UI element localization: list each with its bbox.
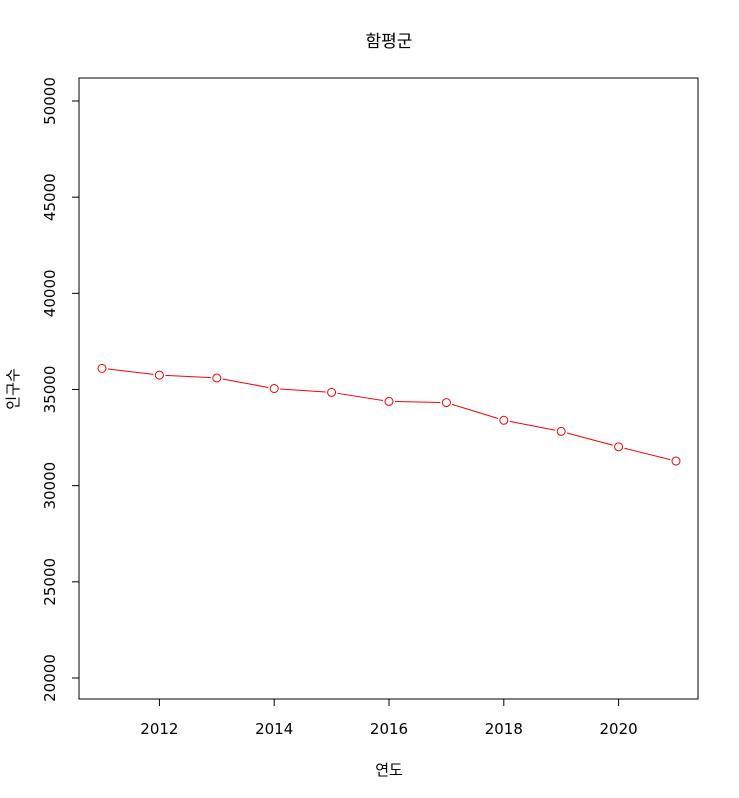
x-tick-label: 2014 [255,720,293,738]
data-point [384,396,394,406]
x-tick-label: 2020 [600,720,638,738]
series-segment [337,392,384,401]
data-point [97,363,107,373]
series-segment [566,432,613,446]
x-tick-label: 2018 [485,720,523,738]
y-tick-label: 50000 [41,77,59,125]
series-segment [107,368,154,375]
series-layer [97,363,681,466]
plot-frame [78,77,699,700]
data-point [327,387,337,397]
data-point [556,426,566,436]
series-segment [394,401,441,403]
y-tick-label: 20000 [41,654,59,702]
series-segment [165,374,211,379]
y-tick-label: 40000 [41,269,59,317]
series-segment [222,378,269,388]
data-point [441,398,451,408]
y-axis: 20000 25000 30000 35000 40000 45000 50000 [41,77,80,702]
series-segment [509,420,556,431]
data-point [154,370,164,380]
y-axis-label: 인구수 [4,368,22,409]
y-tick-label: 25000 [41,558,59,606]
y-tick-label: 45000 [41,173,59,221]
x-tick-label: 2016 [370,720,408,738]
x-axis-label: 연도 [375,761,403,779]
y-tick-label: 35000 [41,366,59,414]
series-segment [280,388,326,393]
series-segment [451,403,499,419]
data-point [499,415,509,425]
data-point [671,456,681,466]
x-tick-label: 2012 [140,720,178,738]
x-axis: 2012 2014 2016 2018 2020 [140,698,638,738]
chart-title: 함평군 [366,32,413,52]
data-point [212,373,222,383]
series-segment [624,447,671,461]
y-tick-label: 30000 [41,462,59,510]
data-point [269,384,279,394]
data-point [614,442,624,452]
